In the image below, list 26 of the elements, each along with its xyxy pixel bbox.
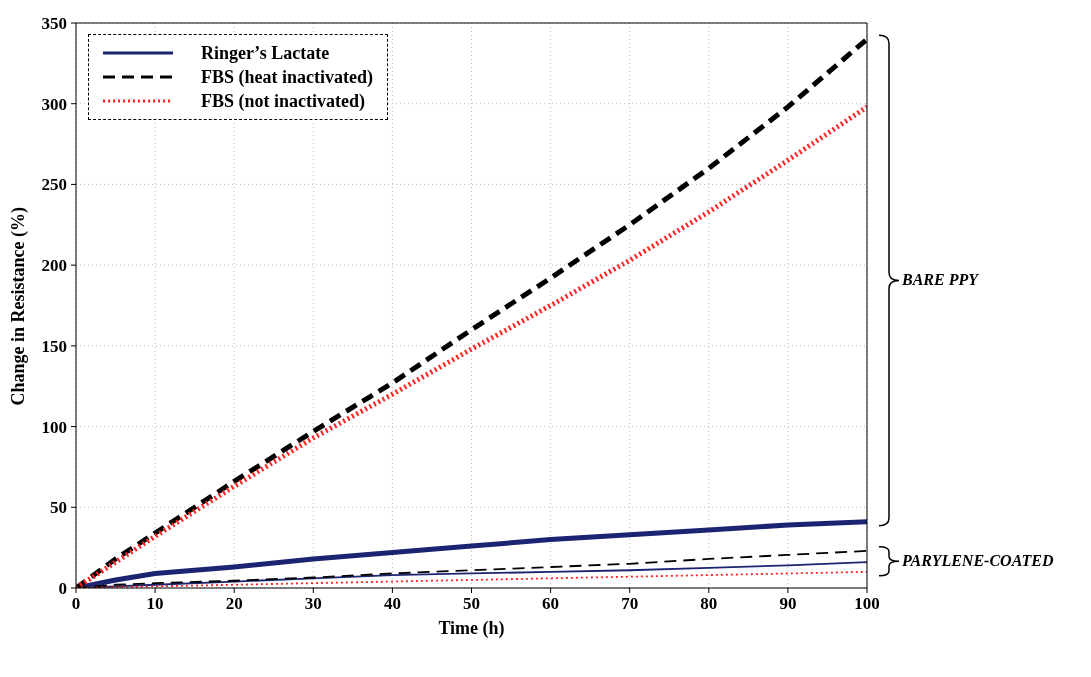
x-tick-label: 40 [383, 594, 401, 614]
text: PARYLENE-COATED [901, 552, 1054, 570]
y-tick-label: 250 [41, 175, 67, 195]
x-tick-label: 60 [542, 594, 560, 614]
y-tick-label: 300 [41, 94, 67, 114]
x-axis-title: Time (h) [438, 618, 505, 639]
legend-label: FBS (not inactivated) [201, 90, 365, 112]
x-tick-label: 90 [779, 594, 797, 614]
y-tick-label: 150 [41, 336, 67, 356]
x-tick-label: 0 [71, 594, 81, 614]
x-tick-label: 100 [854, 594, 880, 614]
legend-label: Ringer’s Lactate [201, 42, 330, 64]
x-tick-label: 10 [146, 594, 164, 614]
x-tick-label: 30 [304, 594, 322, 614]
y-tick-label: 50 [50, 498, 67, 518]
text: BARE PPY [901, 271, 980, 289]
x-tick-label: 20 [225, 594, 243, 614]
y-tick-label: 0 [58, 579, 67, 599]
x-tick-label: 50 [463, 594, 480, 614]
x-tick-label: 80 [700, 594, 718, 614]
legend-label: FBS (heat inactivated) [201, 66, 373, 88]
y-tick-label: 350 [41, 14, 67, 34]
y-tick-label: 100 [41, 417, 67, 437]
y-tick-label: 200 [41, 256, 67, 276]
x-tick-label: 70 [621, 594, 639, 614]
y-axis-title: Change in Resistance (%) [8, 207, 30, 406]
